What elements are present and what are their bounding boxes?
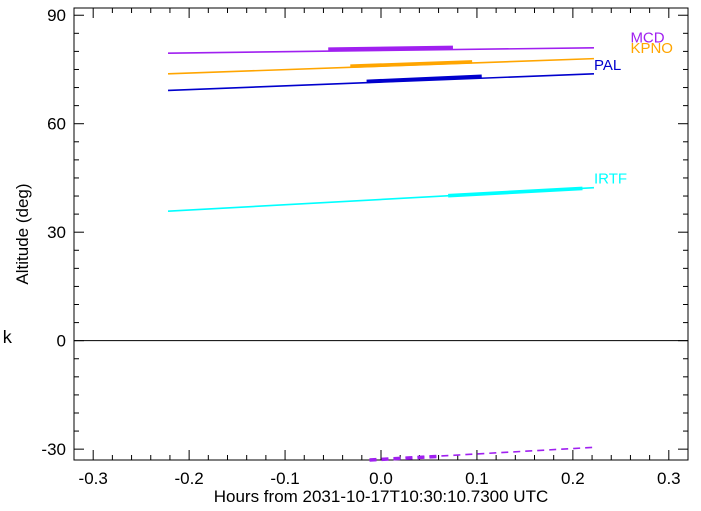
x-axis-ticks: -0.3 -0.2 -0.1 0.0 0.1 0.2 0.3 [79,8,681,488]
x-tick-label: -0.3 [79,469,108,488]
y-axis-ticks: -30 0 30 60 90 [41,6,688,459]
series-line-unnamed [369,446,595,461]
plot-area-frame [73,7,689,461]
series-highlight-irtf [448,186,583,198]
y-tick-label: 0 [57,332,66,351]
x-tick-label: -0.2 [174,469,203,488]
series-highlight-kpno [350,60,473,69]
x-tick-label: 0.3 [657,469,681,488]
series-label-kpno: KPNO [630,40,673,57]
series-layer [74,45,688,462]
y-tick-label: 60 [47,115,66,134]
series-label-mcd: MCD [630,29,664,46]
series-label-pal: PAL [594,57,621,74]
series-highlight-pal [366,74,482,84]
x-tick-label: 0.0 [369,469,393,488]
x-tick-label: -0.1 [270,469,299,488]
y-tick-label: -30 [41,440,66,459]
series-highlight-mcd [328,45,453,52]
y-axis-title: Altitude (deg) [13,183,32,284]
x-tick-label: 0.2 [561,469,585,488]
series-line-mcd [168,46,594,54]
series-label-irtf: IRTF [594,170,627,187]
y-tick-label: 30 [47,223,66,242]
x-axis-title: Hours from 2031-10-17T10:30:10.7300 UTC [214,487,549,506]
x-tick-label: 0.1 [465,469,489,488]
series-highlight-unnamed [369,454,439,462]
y-tick-label: 90 [47,6,66,25]
stray-glyph: k [2,328,12,348]
